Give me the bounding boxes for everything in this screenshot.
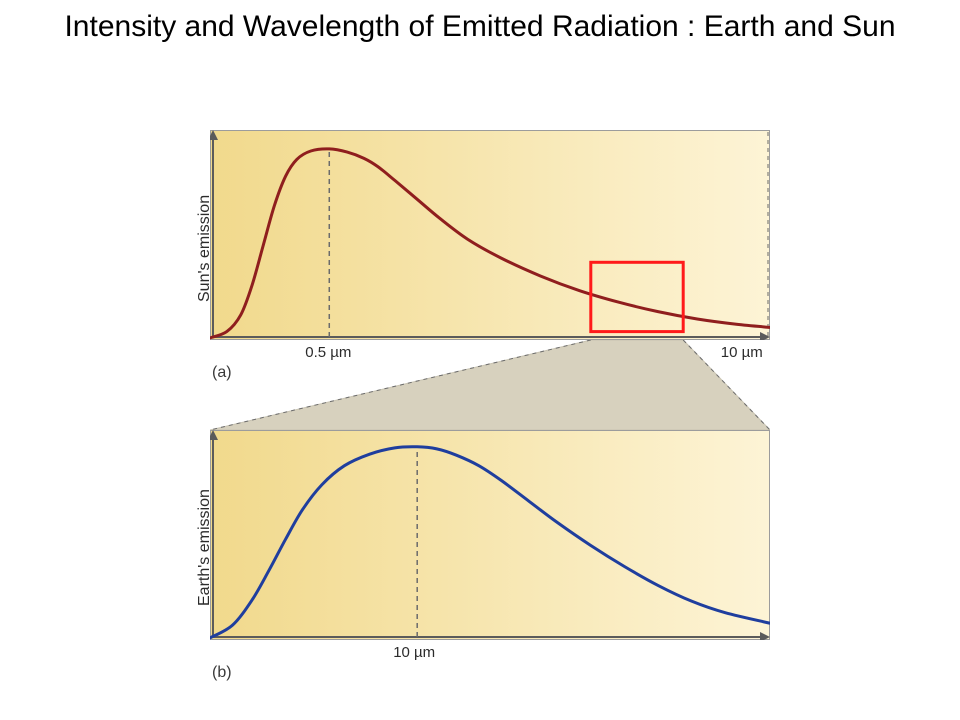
panel-b-y-label: Earth's emission [196,490,214,607]
x-tick-label: 10 µm [721,344,763,361]
panel-a [210,130,770,340]
zoom-wedge [210,340,770,430]
panel-b [210,430,770,640]
panel-b-label: (b) [212,664,232,682]
figure-container: Sun's emission (a) Earth's emission (b) … [170,130,810,690]
x-tick-label: 10 µm [393,644,435,661]
x-tick-label: 0.5 µm [305,344,351,361]
page-root: Intensity and Wavelength of Emitted Radi… [0,0,960,720]
page-title: Intensity and Wavelength of Emitted Radi… [0,8,960,46]
panel-a-y-label: Sun's emission [196,195,214,302]
